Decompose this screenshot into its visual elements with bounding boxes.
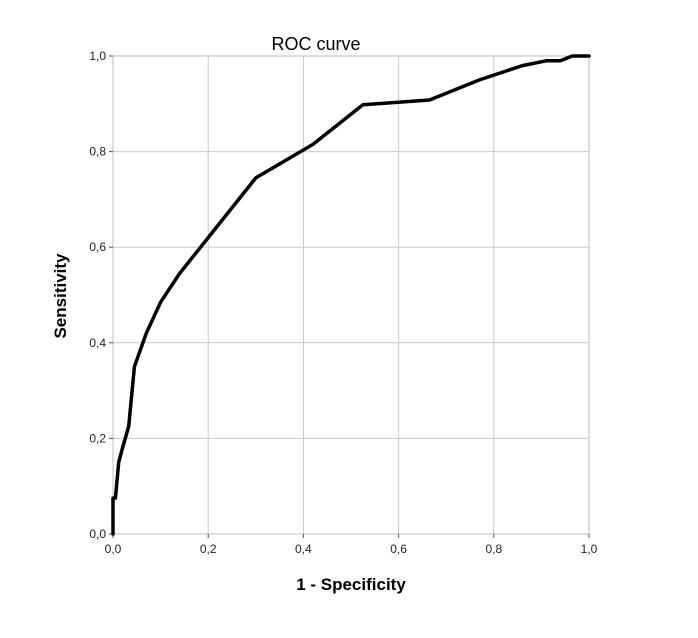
x-tick-label: 0,6	[390, 542, 407, 556]
plot-frame	[112, 55, 590, 535]
x-tick-label: 1,0	[581, 542, 598, 556]
y-tick-label: 0,0	[89, 527, 106, 541]
grid	[112, 55, 590, 535]
axis-ticks: 0,0 0,2 0,4 0,6 0,8 1,0 0,0 0,2 0,4 0,6 0,8 1,0	[89, 49, 597, 556]
x-tick-label: 0,8	[485, 542, 502, 556]
y-axis-label: Sensitivity	[51, 253, 70, 339]
y-tick-label: 0,4	[89, 336, 106, 350]
x-tick-label: 0,4	[295, 542, 312, 556]
chart-title: ROC curve	[271, 34, 360, 54]
y-tick-label: 0,6	[89, 240, 106, 254]
x-tick-label: 0,0	[105, 542, 122, 556]
x-axis-label: 1 - Specificity	[296, 575, 406, 594]
x-tick-label: 0,2	[200, 542, 217, 556]
roc-curve-line	[111, 54, 591, 536]
y-tick-label: 0,8	[89, 145, 106, 159]
y-tick-label: 0,2	[89, 431, 106, 445]
series-layer	[111, 54, 591, 536]
y-tick-label: 1,0	[89, 49, 106, 63]
